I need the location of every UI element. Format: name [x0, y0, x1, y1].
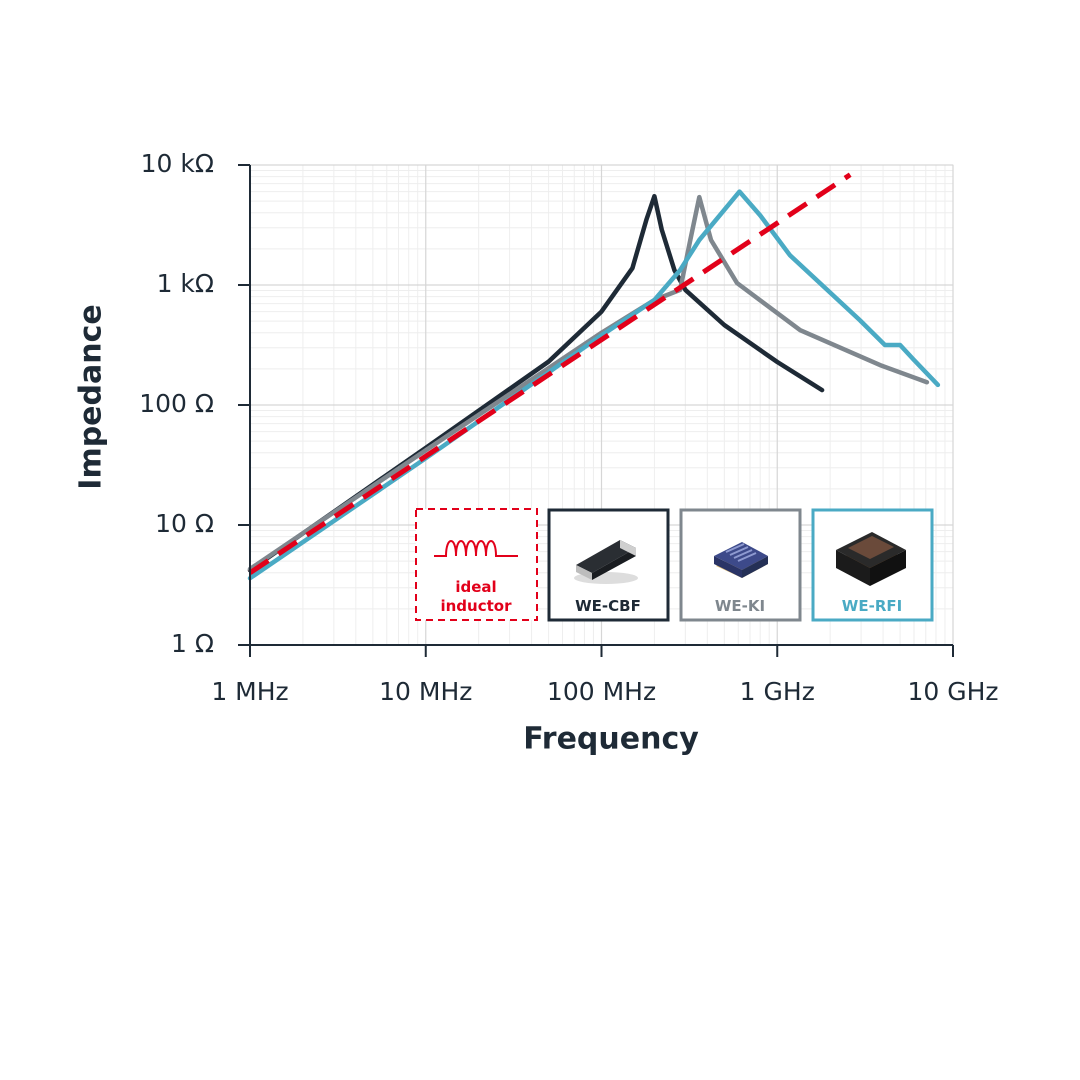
y-tick-label: 100 Ω: [139, 389, 214, 418]
legend-label: WE-KI: [714, 597, 766, 615]
x-axis-label: Frequency: [523, 722, 699, 757]
x-tick-label: 10 GHz: [907, 677, 998, 706]
legend-box: [415, 508, 538, 621]
legend-label: ideal inductor: [440, 578, 512, 615]
y-tick-label: 10 Ω: [155, 509, 214, 538]
x-tick-label: 1 MHz: [211, 677, 288, 706]
x-tick-label: 10 MHz: [379, 677, 472, 706]
y-tick-label: 1 Ω: [171, 629, 214, 658]
inductor-symbol: [434, 540, 518, 557]
rfi-icon: [836, 532, 906, 586]
x-tick-label: 100 MHz: [547, 677, 656, 706]
legend-box: [811, 508, 934, 622]
legend-label: WE-CBF: [575, 597, 641, 615]
cbf-icon: [574, 540, 638, 584]
ki-icon: [714, 542, 768, 578]
legend-label: WE-RFI: [841, 597, 903, 615]
legend-icons: [415, 508, 934, 622]
series-line: [247, 189, 941, 581]
series-line: [247, 194, 930, 572]
series-line: [248, 172, 852, 575]
y-axis-label: Impedance: [74, 304, 109, 489]
y-tick-label: 1 kΩ: [157, 269, 214, 298]
y-tick-label: 10 kΩ: [141, 149, 214, 178]
axes: 1 MHz 10 MHz 100 MHz 1 GHz 10 GHz 1 Ω 10 Ω 100 …: [139, 149, 998, 706]
series-line: [247, 193, 825, 573]
plot-lines: [247, 172, 941, 581]
x-tick-label: 1 GHz: [740, 677, 815, 706]
